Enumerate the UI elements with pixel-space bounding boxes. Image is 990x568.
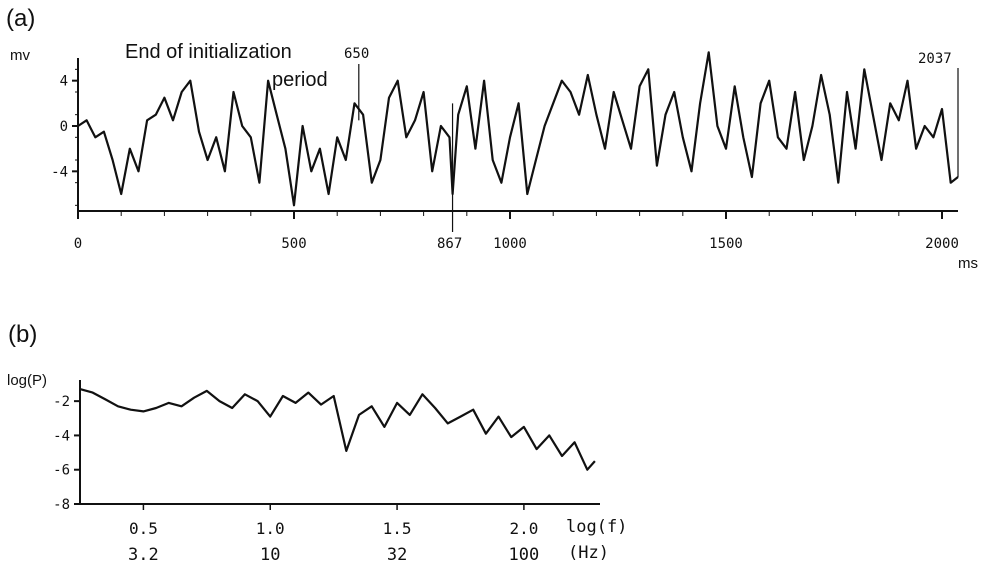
panel-a-xlabel: ms [958,255,978,272]
panel-b-x-tick-label-hz: 32 [387,545,407,565]
panel-a-x-tick-label: 0 [74,236,82,252]
marker-867-label: 867 [437,236,462,252]
panel-a-y-tick-label: 4 [60,74,68,90]
panel-a-series-line [77,51,959,207]
panel-b-x-tick-label: 2.0 [509,519,538,538]
annotation-init-line1: End of initialization [125,41,292,63]
panel-a-y-tick-label: 0 [60,119,68,135]
panel-a-plot: 4 0 -4 0 500 1000 1500 2000 [51,51,959,252]
panel-b-x-tick-label: 1.0 [256,519,285,538]
panel-b-y-tick-label: -8 [53,497,70,513]
panel-b-series-line [79,388,596,471]
panel-b-x-tick-label-hz: 100 [509,545,540,565]
panel-b-x-tick-label-hz: 10 [260,545,280,565]
annotation-init-line2: period [272,69,328,91]
panel-a-x-tick-label: 500 [281,236,306,252]
panel-b-ylabel: log(P) [7,372,47,389]
panel-a-ylabel: mv [10,47,30,64]
marker-2037-label: 2037 [918,51,952,67]
panel-a-x-tick-label: 1500 [709,236,743,252]
panel-a-label: (a) [6,5,35,32]
panel-a-x-tick-label: 2000 [925,236,959,252]
panel-b-xlabel: log(f) [566,517,627,537]
panel-b-x-tick-label-hz: 3.2 [128,545,159,565]
panel-b-y-tick-label: -6 [53,463,70,479]
panel-b-plot: -2 -4 -6 -8 0.5 3.2 1.0 10 1.5 32 2.0 100 [53,380,600,565]
panel-b-x-tick-label: 0.5 [129,519,158,538]
panel-b-xlabel-hz: (Hz) [568,543,609,563]
panel-a-y-tick-label: -4 [51,164,68,180]
panel-b-y-tick-label: -2 [53,394,70,410]
marker-650-label: 650 [344,46,369,62]
panel-a-x-tick-label: 1000 [493,236,527,252]
panel-b-y-tick-label: -4 [53,428,70,444]
panel-b-x-tick-label: 1.5 [383,519,412,538]
panel-b-label: (b) [8,321,37,348]
